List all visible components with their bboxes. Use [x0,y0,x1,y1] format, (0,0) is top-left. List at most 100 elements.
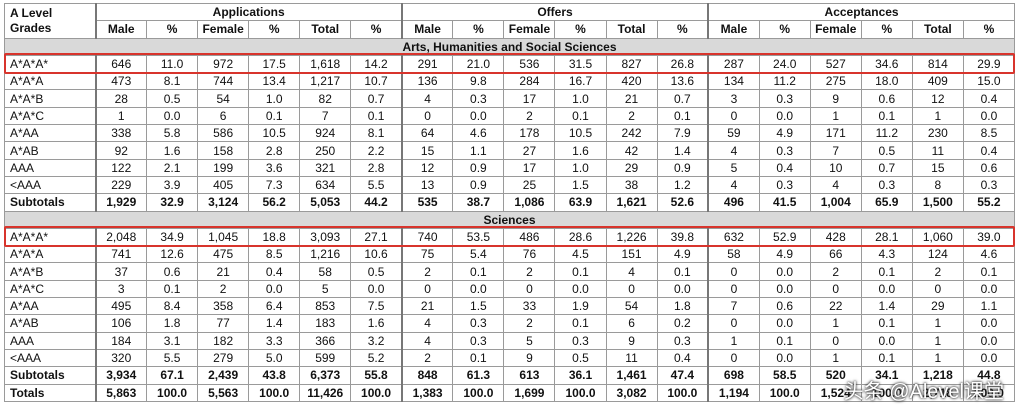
cell: 8.1 [146,72,199,91]
cell: 1 [809,348,862,368]
cell: 0.0 [962,331,1016,350]
cell: 0 [400,279,454,299]
header-row: A Level Grades Applications Offers Acceptan… [4,2,1016,39]
cell: 36.1 [554,366,607,385]
cell: 0 [707,279,760,299]
cell: 2 [503,106,556,126]
cell: 1 [94,106,148,126]
table-row: A*A*B 37 0.6 21 0.4 58 0.5 2 0.1 2 0.1 4 0.1 0 0.0 2 0.1… [4,262,1016,281]
cell: 3.9 [146,175,199,195]
cell: 4.6 [962,245,1016,264]
table-row: A*AB 106 1.8 77 1.4 183 1.6 4 0.3 2 0.1 6 0.2 0 0.0 1 0.… [4,314,1016,333]
cell: 0 [707,348,760,368]
cell: 1 [809,106,862,126]
cell: 1.6 [350,314,403,333]
cell: 10.5 [554,124,607,143]
column-header: Female [809,20,862,39]
column-header: % [452,20,505,39]
cell: 0.0 [962,106,1016,126]
cell: 0.4 [962,89,1016,108]
group-header: Offers [400,2,709,22]
cell: 66 [809,245,862,264]
cell: 0.0 [758,348,811,368]
table-row: A*A*B 28 0.5 54 1.0 82 0.7 4 0.3 17 1.0 21 0.7 3 0.3 9 0… [4,89,1016,108]
table-row: Totals 5,863 100.0 5,563 100.0 11,426 100.0 1,3… [4,383,1016,402]
table-row: AAA 122 2.1 199 3.6 321 2.8 12 0.9 17 1.0 29 0.9 5 0.4… [4,158,1016,177]
cell: 32.9 [146,193,199,212]
row-label: Totals [4,383,96,402]
cell: 3,082 [605,383,658,402]
cell: 0.1 [554,262,607,281]
cell: 0.0 [758,279,811,299]
cell: 1,461 [605,366,658,385]
cell: 158 [197,141,250,160]
cell: 54 [197,89,250,108]
cell: 366 [299,331,352,350]
cell: 12.6 [146,245,199,264]
row-label: <AAA [4,175,96,195]
cell: 0.1 [860,348,913,368]
cell: 1.6 [146,141,199,160]
cell: 11 [911,141,964,160]
section-row: Sciences [4,210,1015,229]
table-row: Subtotals 3,934 67.1 2,439 43.8 6,373 55.8 848 6… [4,366,1016,385]
section-title: Arts, Humanities and Social Sciences [4,37,1015,56]
cell: 473 [94,72,148,91]
cell: 14.2 [350,54,403,74]
cell: 1 [809,314,862,333]
cell: 1.4 [860,297,913,316]
cell: 15 [911,158,964,177]
cell: 613 [503,366,556,385]
cell: 16.7 [554,72,607,91]
cell: 0.1 [860,314,913,333]
cell: 535 [400,193,454,212]
cell: 5 [299,279,352,299]
cell: 100.0 [860,383,913,402]
cell: 0.1 [860,262,913,281]
cell: 3.3 [248,331,301,350]
cell: 0.5 [350,262,403,281]
cell: 100.0 [452,383,505,402]
cell: 4 [707,141,760,160]
cell: 495 [94,297,148,316]
cell: 1,218 [911,366,964,385]
row-label: A*A*A* [4,54,96,74]
cell: 7 [707,297,760,316]
column-header: Male [707,20,760,39]
cell: 38.7 [452,193,505,212]
cell: 8.4 [146,297,199,316]
cell: 646 [94,54,148,74]
row-label: A*A*B [4,262,96,281]
cell: 2 [911,262,964,281]
cell: 21 [605,89,658,108]
cell: 4.5 [554,245,607,264]
cell: 199 [197,158,250,177]
cell: 0.5 [146,89,199,108]
cell: 28.1 [860,227,913,247]
section-row: Arts, Humanities and Social Sciences [4,37,1015,56]
cell: 2,439 [197,366,250,385]
cell: 0 [503,279,556,299]
cell: 0 [605,279,658,299]
cell: 9 [809,89,862,108]
cell: 284 [503,72,556,91]
cell: 33 [503,297,556,316]
cell: 6.4 [248,297,301,316]
cell: 134 [707,72,760,91]
cell: 0.6 [146,262,199,281]
cell: 41.5 [758,193,811,212]
cell: 13 [400,175,454,195]
column-header: Total [605,20,658,39]
cell: 7.9 [656,124,709,143]
cell: 0.3 [452,331,505,350]
cell: 0.0 [962,279,1016,299]
cell: 0.0 [554,279,607,299]
cell: 106 [94,314,148,333]
cell: 21 [197,262,250,281]
cell: 0.3 [758,141,811,160]
cell: 1 [911,314,964,333]
cell: 42 [605,141,658,160]
cell: 1.1 [962,297,1016,316]
cell: 6 [197,106,250,126]
cell: 1.6 [554,141,607,160]
